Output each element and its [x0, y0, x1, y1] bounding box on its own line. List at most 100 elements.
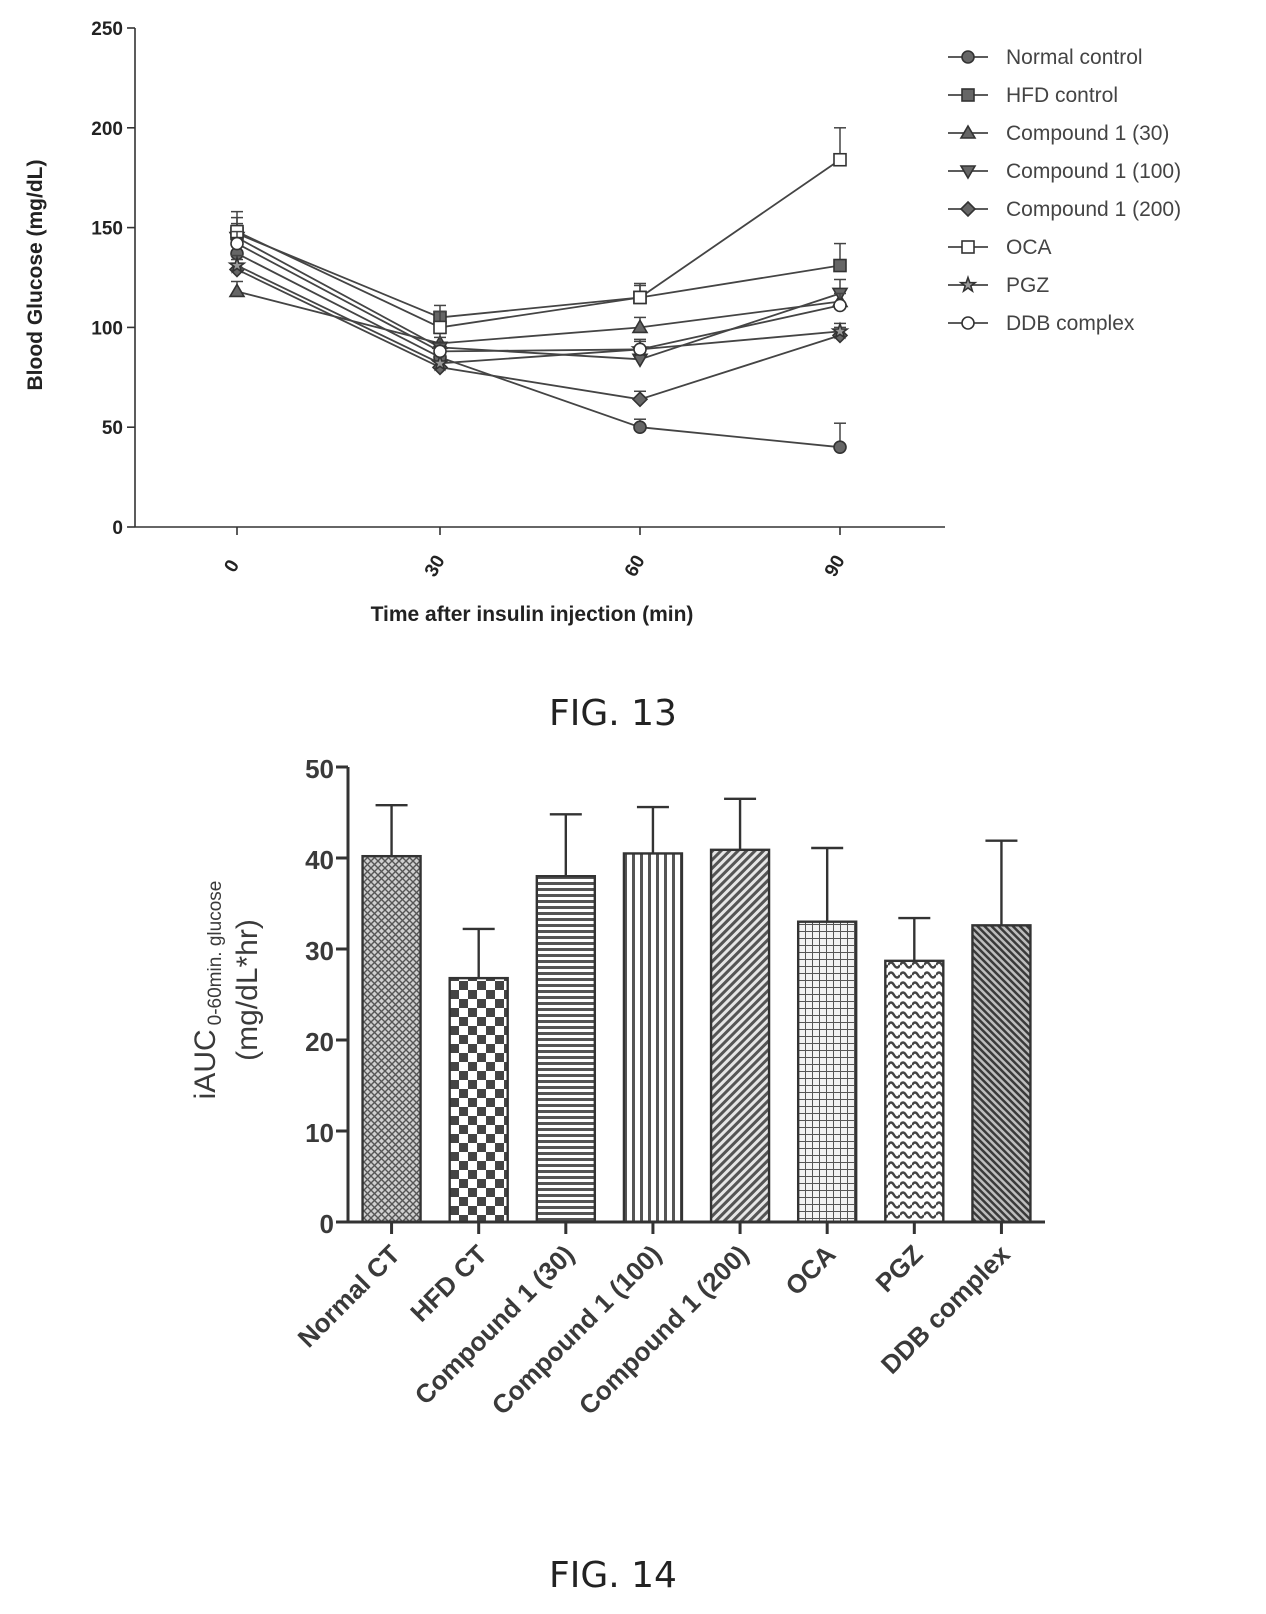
series-line: [236, 158, 841, 329]
bar-group: [622, 805, 684, 1224]
x-tick-label: 90: [821, 552, 850, 581]
legend-marker: [959, 200, 977, 218]
y-tick-label: 100: [91, 318, 123, 339]
x-tick-label: Compound 1 (200): [573, 1239, 755, 1421]
legend-entry: PGZ: [948, 274, 1049, 297]
series-line: [236, 252, 841, 449]
legend-entry: HFD control: [948, 84, 1118, 107]
fig13-axes: [134, 28, 945, 528]
legend-label: Compound 1 (100): [1006, 160, 1181, 183]
series-oca: [230, 127, 847, 335]
legend-entry: OCA: [948, 236, 1052, 259]
legend-marker: [961, 50, 975, 64]
fig13-y-ticks: 0 50 100 150 200 250: [91, 19, 135, 539]
legend-label: HFD control: [1006, 84, 1118, 107]
fig13-x-ticks: 0 30 60 90: [220, 527, 850, 581]
data-point: [833, 258, 847, 273]
x-tick-label: Normal CT: [292, 1239, 406, 1353]
bar-group: [448, 927, 509, 1224]
data-point: [433, 344, 447, 359]
bar-group: [796, 846, 858, 1224]
fig13-caption: FIG. 13: [549, 693, 677, 734]
y-tick-label: 30: [305, 936, 334, 966]
data-point: [833, 152, 847, 167]
series-line: [236, 264, 841, 365]
data-point: [833, 298, 847, 313]
bar: [709, 848, 771, 1224]
y-tick-label: 0: [112, 518, 123, 539]
x-tick-label: HFD CT: [404, 1239, 493, 1328]
bar-group: [361, 804, 422, 1224]
legend-marker: [959, 124, 977, 139]
fig13-line-chart: 0 50 100 150 200 250 0 30 60 90 Normal control HF…: [24, 19, 1181, 734]
fig14-y-label-main: iAUC: [189, 1029, 222, 1099]
fig13-series: [227, 127, 850, 454]
series-normal-control: [230, 240, 847, 454]
bar-group: [884, 916, 945, 1224]
y-tick-label: 20: [305, 1027, 334, 1057]
data-point: [633, 342, 647, 357]
series-compound-1-200: [228, 258, 849, 408]
fig14-y-axis-units: (mg/dL*hr): [231, 919, 264, 1061]
bar: [971, 924, 1032, 1224]
data-point: [228, 282, 246, 298]
legend-label: Compound 1 (200): [1006, 198, 1181, 221]
data-point: [631, 318, 649, 334]
legend-marker: [959, 165, 977, 180]
y-tick-label: 200: [91, 119, 123, 140]
series-line: [236, 232, 841, 319]
bar: [448, 976, 509, 1224]
bar-group: [709, 797, 771, 1224]
legend-label: Normal control: [1006, 46, 1143, 69]
bar: [622, 852, 684, 1224]
bar: [796, 920, 858, 1224]
fig13-y-axis-label: Blood Glucose (mg/dL): [24, 160, 47, 391]
data-point: [631, 391, 649, 408]
fig13-legend: Normal control HFD control Compound 1 (30)…: [948, 46, 1181, 335]
data-point: [830, 321, 850, 340]
fig14-axes: [346, 767, 1045, 1224]
series-line: [236, 268, 841, 401]
y-tick-label: 50: [102, 418, 123, 439]
fig14-y-ticks: 0 10 20 30 40 50: [305, 754, 348, 1239]
x-tick-label: OCA: [779, 1239, 841, 1301]
series-line: [236, 242, 841, 353]
fig14-y-axis-label: iAUC 0-60min. glucose: [189, 881, 226, 1100]
x-tick-label: 0: [220, 556, 243, 576]
x-tick-label: 60: [621, 552, 650, 581]
bar: [884, 959, 945, 1224]
fig14-y-label-sub: 0-60min. glucose: [205, 881, 226, 1026]
x-tick-label: Compound 1 (100): [486, 1239, 668, 1421]
x-tick-label: PGZ: [870, 1239, 929, 1298]
legend-marker: [958, 275, 978, 294]
bar: [535, 875, 597, 1224]
data-point: [433, 320, 447, 335]
bar-group: [535, 813, 597, 1224]
legend-entry: Compound 1 (100): [948, 160, 1181, 183]
data-point: [633, 290, 647, 305]
data-point: [230, 236, 244, 251]
data-point: [430, 353, 450, 372]
legend-entry: Compound 1 (200): [948, 198, 1181, 221]
legend-entry: DDB complex: [948, 312, 1135, 335]
series-ddb-complex: [230, 230, 847, 359]
fig14-bars: [361, 797, 1032, 1224]
legend-label: DDB complex: [1006, 312, 1135, 335]
legend-marker: [961, 316, 975, 330]
data-point: [833, 440, 847, 454]
fig13-x-axis-label: Time after insulin injection (min): [371, 603, 694, 626]
y-tick-label: 50: [305, 754, 334, 784]
data-point: [227, 255, 247, 274]
series-compound-1-100: [228, 222, 849, 368]
series-line: [236, 236, 841, 361]
y-tick-label: 10: [305, 1118, 334, 1148]
x-tick-label: 30: [421, 552, 450, 581]
legend-entry: Compound 1 (30): [948, 122, 1169, 145]
legend-label: PGZ: [1006, 274, 1049, 297]
legend-label: Compound 1 (30): [1006, 122, 1169, 145]
legend-entry: Normal control: [948, 46, 1143, 69]
legend-marker: [961, 88, 975, 102]
